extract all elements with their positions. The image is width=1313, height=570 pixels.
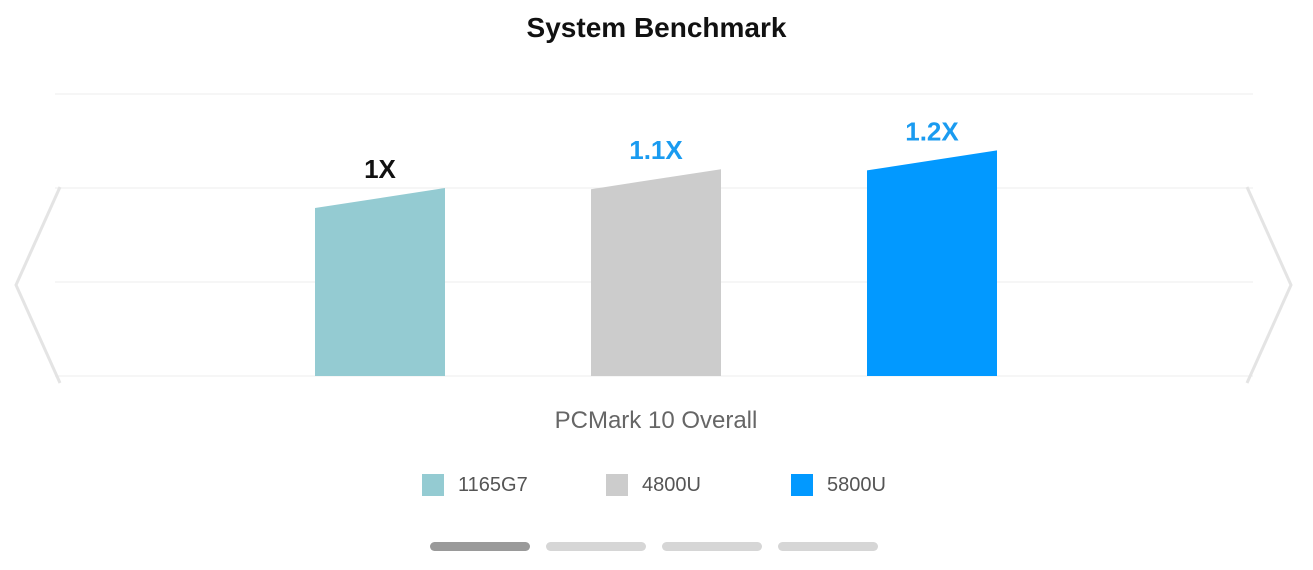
chart-title: System Benchmark: [526, 12, 787, 43]
legend-label: 1165G7: [458, 473, 528, 496]
legend-item-1165g7: 1165G7: [422, 470, 528, 500]
legend-swatch: [791, 474, 813, 496]
bars: [315, 150, 997, 376]
pager-dot-4[interactable]: [778, 542, 878, 551]
x-axis-label: PCMark 10 Overall: [555, 407, 758, 434]
legend-label: 4800U: [642, 473, 701, 496]
chevron-left-icon: [14, 186, 62, 384]
pager-dot-2[interactable]: [546, 542, 646, 551]
legend-swatch: [606, 474, 628, 496]
prev-arrow-button[interactable]: [8, 185, 68, 385]
chart-legend: 1165G7 4800U 5800U: [0, 470, 1313, 500]
data-labels: 1X 1.1X 1.2X: [364, 116, 959, 184]
chevron-right-icon: [1245, 186, 1293, 384]
next-arrow-button[interactable]: [1245, 185, 1305, 385]
legend-item-5800u: 5800U: [791, 470, 886, 500]
bar-4800u: [591, 169, 721, 376]
data-label-4800u: 1.1X: [629, 135, 683, 165]
pager-dot-1[interactable]: [430, 542, 530, 551]
bar-5800u: [867, 150, 997, 376]
pager-dot-3[interactable]: [662, 542, 762, 551]
legend-swatch: [422, 474, 444, 496]
data-label-5800u: 1.2X: [905, 116, 959, 146]
carousel-pager: [0, 542, 1313, 552]
legend-item-4800u: 4800U: [606, 470, 701, 500]
bar-1165g7: [315, 188, 445, 376]
legend-label: 5800U: [827, 473, 886, 496]
data-label-1165g7: 1X: [364, 154, 396, 184]
